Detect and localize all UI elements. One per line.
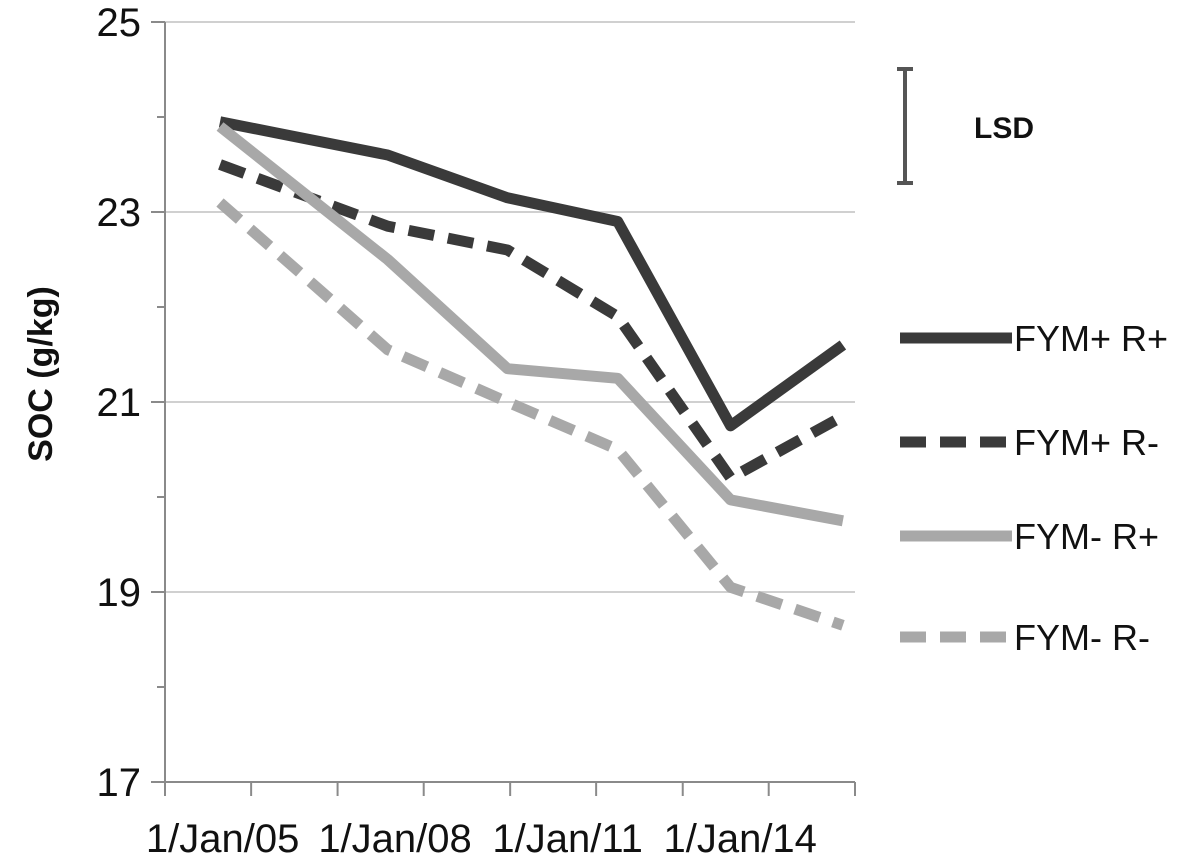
y-tick-label: 21 [97, 381, 142, 425]
series-lines [216, 116, 847, 631]
legend-label-1: FYM+ R+ [1014, 318, 1168, 359]
x-tick-labels: 1/Jan/05 1/Jan/08 1/Jan/11 1/Jan/14 [146, 817, 817, 861]
x-tick-label: 1/Jan/05 [146, 817, 299, 861]
lsd-label: LSD [974, 112, 1034, 145]
y-tick-label: 23 [97, 191, 142, 235]
y-tick-label: 17 [97, 761, 142, 805]
lsd-bar-group: LSD [897, 67, 1034, 185]
legend-label-4: FYM- R- [1014, 617, 1150, 658]
x-tick-label: 1/Jan/08 [318, 817, 471, 861]
y-tick-label: 25 [97, 1, 142, 45]
series-line-4 [216, 198, 845, 631]
x-tick-label: 1/Jan/14 [663, 817, 816, 861]
series-line-2 [218, 159, 846, 484]
x-tick-label: 1/Jan/11 [492, 817, 643, 861]
series-line-3 [216, 122, 844, 527]
legend: FYM+ R+ FYM+ R- FYM- R+ FYM- R- [900, 318, 1168, 658]
y-tick-labels: 17 19 21 23 25 [97, 1, 142, 805]
series-line-1 [218, 116, 847, 432]
axes [151, 21, 856, 796]
y-axis-title: SOC (g/kg) [22, 286, 60, 462]
legend-label-3: FYM- R+ [1014, 516, 1159, 557]
y-tick-label: 19 [97, 571, 142, 615]
legend-label-2: FYM+ R- [1014, 422, 1159, 463]
